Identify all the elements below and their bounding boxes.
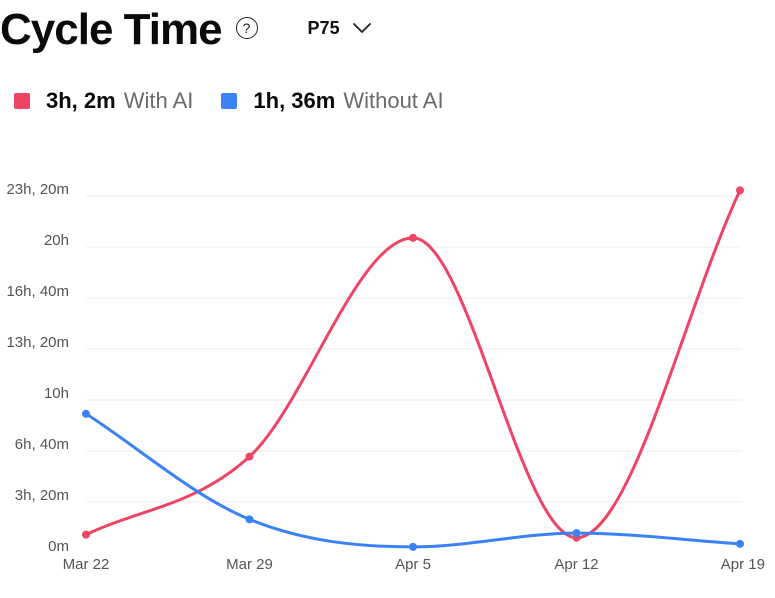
x-tick-label: Mar 29	[226, 556, 273, 573]
data-point-without-ai	[409, 542, 417, 551]
legend-item-with-ai[interactable]: 3h, 2m With AI	[14, 88, 193, 114]
data-point-with-ai	[82, 530, 90, 539]
data-point-without-ai	[572, 529, 581, 538]
legend-swatch-with-ai	[14, 93, 30, 109]
y-tick-label: 6h, 40m	[15, 436, 69, 453]
page-title: Cycle Time	[0, 5, 223, 54]
y-tick-label: 0m	[48, 538, 69, 555]
y-tick-label: 3h, 20m	[15, 487, 69, 504]
question-circle-icon[interactable]: ?	[235, 17, 258, 39]
legend-value-without-ai: 1h, 36m	[253, 88, 336, 113]
series-line-with-ai	[84, 188, 742, 540]
chevron-down-icon	[352, 23, 371, 33]
legend-label-with-ai: With AI	[123, 88, 194, 113]
percentile-dropdown[interactable]: P75	[308, 18, 372, 39]
chart-legend: 3h, 2m With AI 1h, 36m Without AI	[14, 88, 472, 114]
legend-swatch-without-ai	[221, 93, 238, 109]
data-point-without-ai	[82, 409, 90, 418]
data-point-with-ai	[409, 233, 417, 242]
x-tick-label: Mar 22	[63, 556, 110, 573]
data-point-without-ai	[736, 539, 744, 548]
data-point-with-ai	[736, 186, 744, 195]
y-tick-label: 23h, 20m	[6, 181, 69, 198]
legend-label-without-ai: Without AI	[343, 88, 444, 113]
y-tick-label: 10h	[44, 385, 69, 402]
data-point-with-ai	[245, 452, 254, 461]
chart-header: Cycle Time ? P75	[0, 4, 372, 56]
y-tick-label: 20h	[44, 232, 69, 249]
data-point-without-ai	[245, 515, 254, 524]
x-tick-label: Apr 19	[721, 556, 765, 573]
legend-value-with-ai: 3h, 2m	[46, 88, 116, 113]
percentile-dropdown-value: P75	[307, 17, 340, 38]
x-tick-label: Apr 5	[395, 556, 431, 573]
x-tick-label: Apr 12	[554, 556, 598, 573]
legend-item-without-ai[interactable]: 1h, 36m Without AI	[221, 88, 444, 114]
y-tick-label: 16h, 40m	[6, 283, 69, 300]
y-tick-label: 13h, 20m	[6, 334, 69, 351]
series-line-without-ai	[84, 412, 742, 549]
